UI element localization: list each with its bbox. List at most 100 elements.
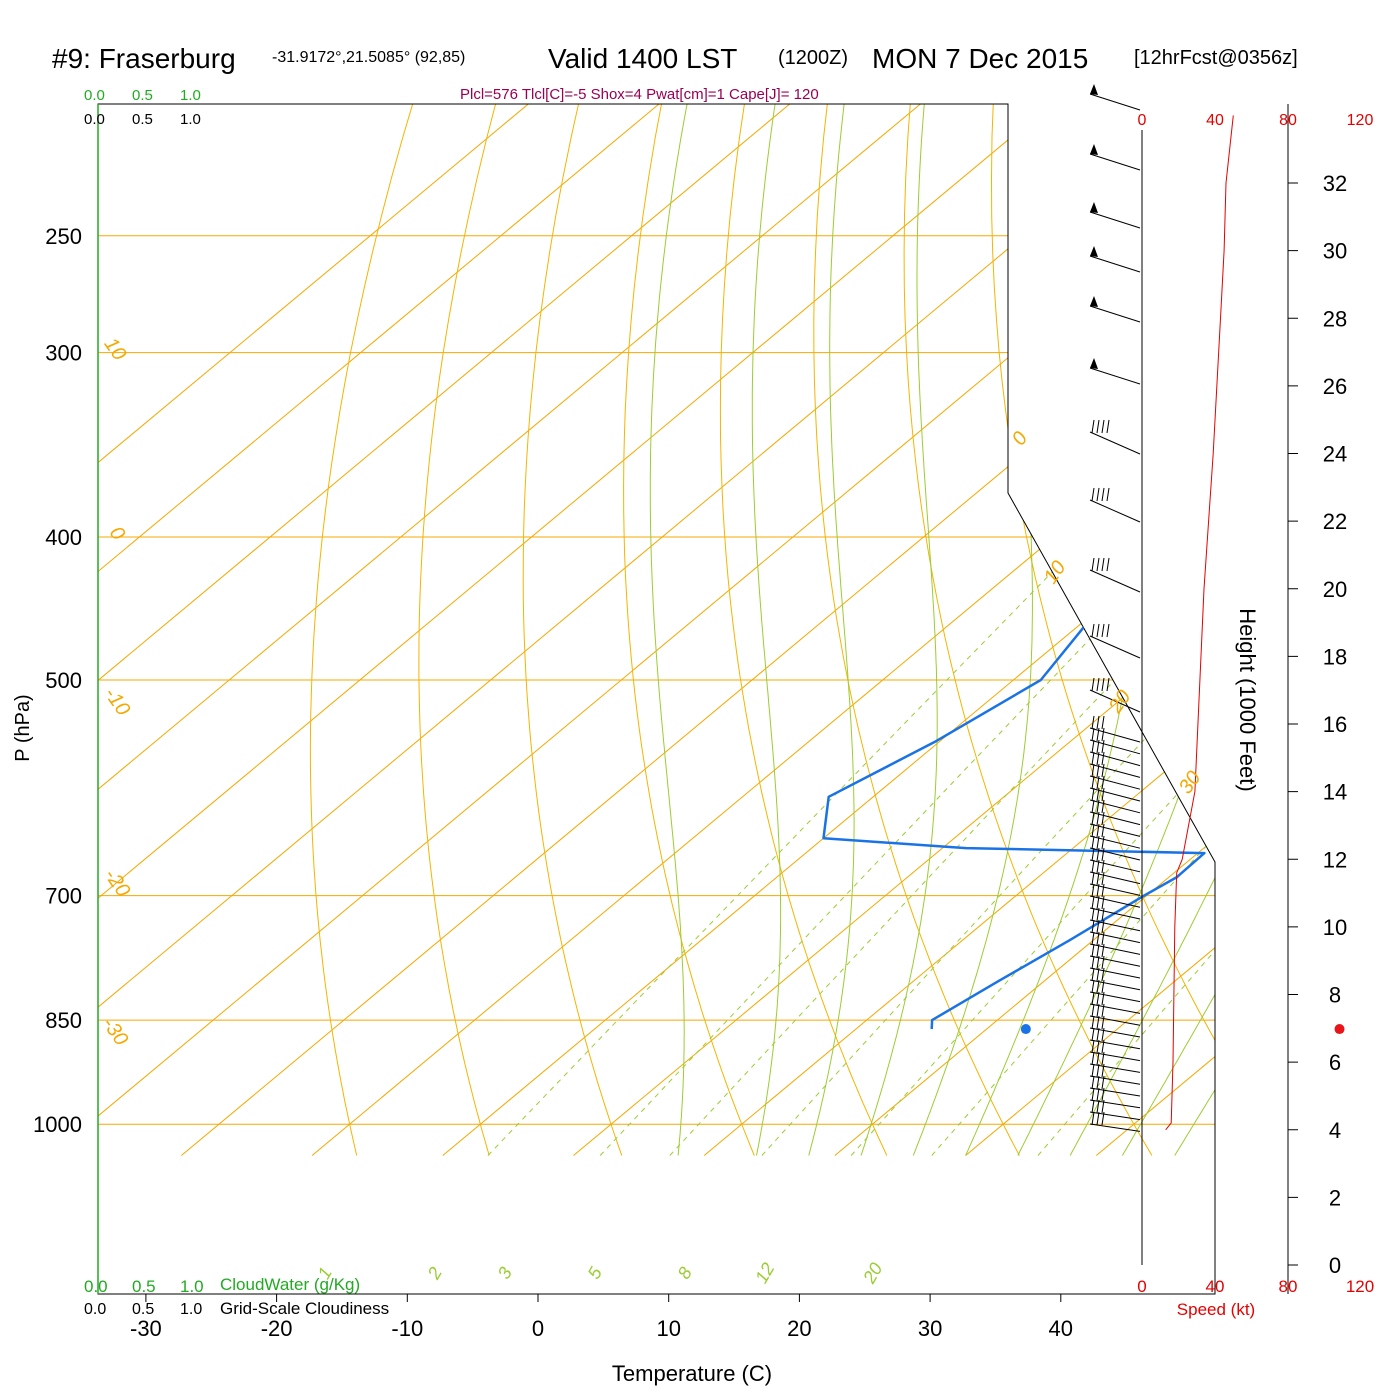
wind-barb-staff (1089, 689, 1141, 713)
x-tick-label: 0 (532, 1316, 544, 1341)
wind-barb-feather (1106, 557, 1110, 572)
moist-adiabat-line (751, 104, 782, 1156)
isotherm-label: 0 (1008, 428, 1032, 450)
wind-barb-feather (1106, 419, 1110, 434)
y-tick-label: 400 (45, 525, 82, 550)
dry-adiabat-line (813, 104, 1020, 1156)
wind-barb-feather (1101, 1111, 1105, 1126)
wind-speed-line (1165, 115, 1234, 1131)
height-tick-label: 12 (1323, 847, 1347, 872)
wind-barb-feather (1091, 859, 1095, 874)
wind-barb-feather (1091, 623, 1095, 638)
wind-barb-feather (1096, 991, 1100, 1006)
mixing-ratio-label: 2 (423, 1264, 446, 1284)
wind-barb-feather (1101, 907, 1105, 922)
wind-barb-feather (1101, 677, 1105, 692)
isotherm-label: -30 (98, 1013, 133, 1049)
cloudiness-tick: 1.0 (180, 1301, 202, 1318)
station-title: #9: Fraserburg (52, 43, 236, 74)
cloudwater-tick: 0.0 (84, 87, 105, 104)
mixing-ratio-line (487, 536, 1087, 1156)
mixing-ratio-label: 3 (494, 1264, 516, 1283)
wind-barb-staff (1089, 367, 1141, 385)
wind-barb-feather (1091, 871, 1095, 886)
isotherm-line (311, 104, 1215, 1156)
wind-barb-feather (1101, 883, 1105, 898)
station-coords: -31.9172°,21.5085° (92,85) (272, 49, 465, 66)
wind-barb-feather (1096, 979, 1100, 994)
wind-barb-feather (1106, 487, 1110, 502)
wind-barb-feather (1091, 835, 1095, 850)
cloudiness-tick: 1.0 (180, 111, 201, 128)
height-tick-label: 8 (1329, 983, 1341, 1008)
wind-barb-feather (1101, 871, 1105, 886)
cloudwater-label: CloudWater (g/Kg) (220, 1275, 360, 1294)
moist-adiabat-line (860, 104, 938, 1156)
wind-barb-feather (1096, 919, 1100, 934)
cloud-scales-bottom: 0.0 0.5 1.0 CloudWater (g/Kg) 0.0 0.5 1.… (84, 1275, 389, 1318)
wind-barb-flag (1090, 358, 1098, 369)
wind-barb-feather (1091, 727, 1095, 742)
height-tick-label: 22 (1323, 509, 1347, 534)
moist-adiabat-line (649, 104, 690, 1156)
wind-barb-feather (1096, 677, 1100, 692)
wind-barb-feather (1096, 775, 1100, 790)
y-tick-label: 300 (45, 341, 82, 366)
isotherm-label: 20 (1104, 686, 1135, 718)
wind-barb-feather (1101, 967, 1105, 982)
wind-barb-feather (1091, 1099, 1095, 1114)
wind-barb-feather (1101, 1099, 1105, 1114)
wind-barb-feather (1091, 847, 1095, 862)
wind-barb-feather (1096, 967, 1100, 982)
wind-barb-feather (1096, 1003, 1100, 1018)
wind-barb-staff (1089, 153, 1141, 171)
wind-barb-feather (1091, 1051, 1095, 1066)
height-tick-label: 28 (1323, 306, 1347, 331)
wind-barb-flag (1090, 144, 1098, 155)
wind-barb-feather (1091, 931, 1095, 946)
wind-barb-feather (1091, 811, 1095, 826)
wind-barb-feather (1096, 487, 1100, 502)
wind-barb-feather (1101, 623, 1105, 638)
wind-barb-feather (1101, 955, 1105, 970)
wind-barb-feather (1091, 1027, 1095, 1042)
wind-barb-feather (1091, 557, 1095, 572)
speed-tick-bottom: 0 (1137, 1277, 1146, 1296)
cloudwater-tick: 0.0 (84, 1277, 108, 1296)
wind-barb-feather (1091, 775, 1095, 790)
wind-barb-feather (1101, 775, 1105, 790)
y-axis-title: P (hPa) (12, 694, 34, 761)
wind-barb-staff (1089, 1111, 1141, 1121)
wind-barb-feather (1101, 823, 1105, 838)
wind-barb-feather (1091, 1039, 1095, 1054)
speed-axis: 0 40 80 120 0 40 80 120 Speed (kt) (1137, 112, 1374, 1319)
cloudwater-tick: 0.5 (132, 87, 153, 104)
wind-barb-feather (1096, 557, 1100, 572)
height-tick-label: 0 (1329, 1253, 1341, 1278)
cloudiness-tick: 0.0 (84, 1301, 106, 1318)
wind-barb-feather (1096, 1111, 1100, 1126)
wind-barb-feather (1096, 1015, 1100, 1030)
cloudiness-tick: 0.0 (84, 111, 105, 128)
wind-barb-feather (1101, 835, 1105, 850)
isotherm-line (834, 104, 1215, 1156)
wind-barb-feather (1096, 1087, 1100, 1102)
wind-barb-staff (1089, 93, 1141, 111)
wind-barb-feather (1106, 677, 1110, 692)
wind-barb-feather (1096, 811, 1100, 826)
wind-barb-feather (1091, 955, 1095, 970)
mixing-ratio-line (1037, 536, 1215, 1156)
wind-barb-feather (1106, 623, 1110, 638)
y-tick-label: 500 (45, 668, 82, 693)
wind-barb-feather (1091, 739, 1095, 754)
surface-temperature-dot (1334, 1024, 1345, 1035)
wind-barb-feather (1096, 419, 1100, 434)
plot-frame (97, 103, 1216, 1295)
surface-dewpoint-dot (1020, 1024, 1031, 1035)
wind-barbs (1089, 84, 1141, 1132)
cloudiness-label: Grid-Scale Cloudiness (220, 1299, 389, 1318)
cloudiness-tick: 0.5 (132, 1301, 154, 1318)
height-tick-label: 6 (1329, 1050, 1341, 1075)
y-tick-label: 1000 (33, 1112, 82, 1137)
